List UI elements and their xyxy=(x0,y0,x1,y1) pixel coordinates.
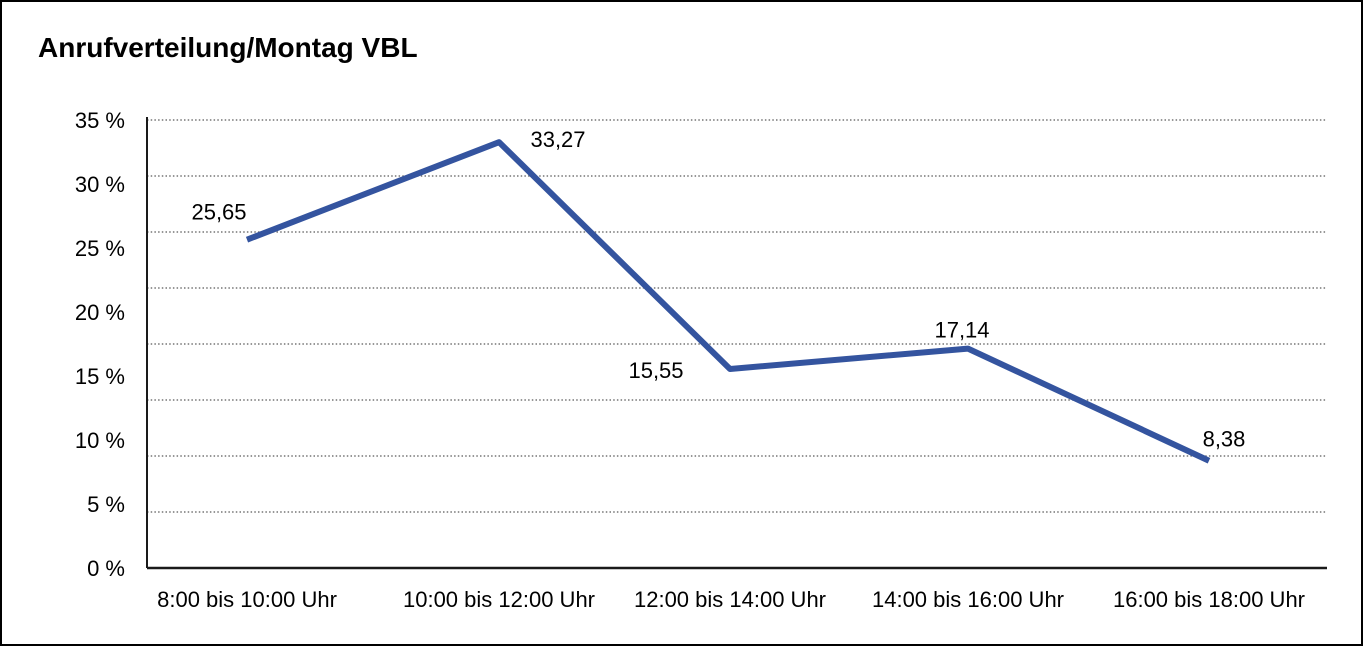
y-axis-labels-group: 35 % 30 % 25 % 20 % 15 % 10 % 5 % 0 % xyxy=(75,108,125,581)
gridlines-group xyxy=(147,119,1327,513)
series-polyline xyxy=(245,139,1211,464)
y-axis-tick-label: 15 % xyxy=(75,364,125,389)
x-axis-category-label: 12:00 bis 14:00 Uhr xyxy=(634,587,826,612)
data-point-label: 17,14 xyxy=(934,318,989,343)
data-point-label: 15,55 xyxy=(628,358,683,383)
x-axis-labels-group: 8:00 bis 10:00 Uhr 10:00 bis 12:00 Uhr 12:… xyxy=(157,587,1305,612)
x-axis-category-label: 10:00 bis 12:00 Uhr xyxy=(403,587,595,612)
y-axis-tick-label: 25 % xyxy=(75,236,125,261)
point-labels-group: 25,65 33,27 15,55 17,14 8,38 xyxy=(191,127,1245,452)
y-axis-tick-label: 5 % xyxy=(87,492,125,517)
data-point-label: 33,27 xyxy=(530,127,585,152)
data-point-label: 25,65 xyxy=(191,200,246,225)
x-axis-category-label: 16:00 bis 18:00 Uhr xyxy=(1113,587,1305,612)
y-axis-tick-label: 30 % xyxy=(75,172,125,197)
axes-group xyxy=(146,117,1327,570)
x-axis-category-label: 14:00 bis 16:00 Uhr xyxy=(872,587,1064,612)
series-group xyxy=(245,139,1211,464)
x-axis-category-label: 8:00 bis 10:00 Uhr xyxy=(157,587,337,612)
y-axis-tick-label: 20 % xyxy=(75,300,125,325)
y-axis-tick-label: 35 % xyxy=(75,108,125,133)
y-axis-tick-label: 10 % xyxy=(75,428,125,453)
y-axis-tick-label: 0 % xyxy=(87,556,125,581)
chart-title: Anrufverteilung/Montag VBL xyxy=(38,32,418,63)
data-point-label: 8,38 xyxy=(1203,427,1246,452)
